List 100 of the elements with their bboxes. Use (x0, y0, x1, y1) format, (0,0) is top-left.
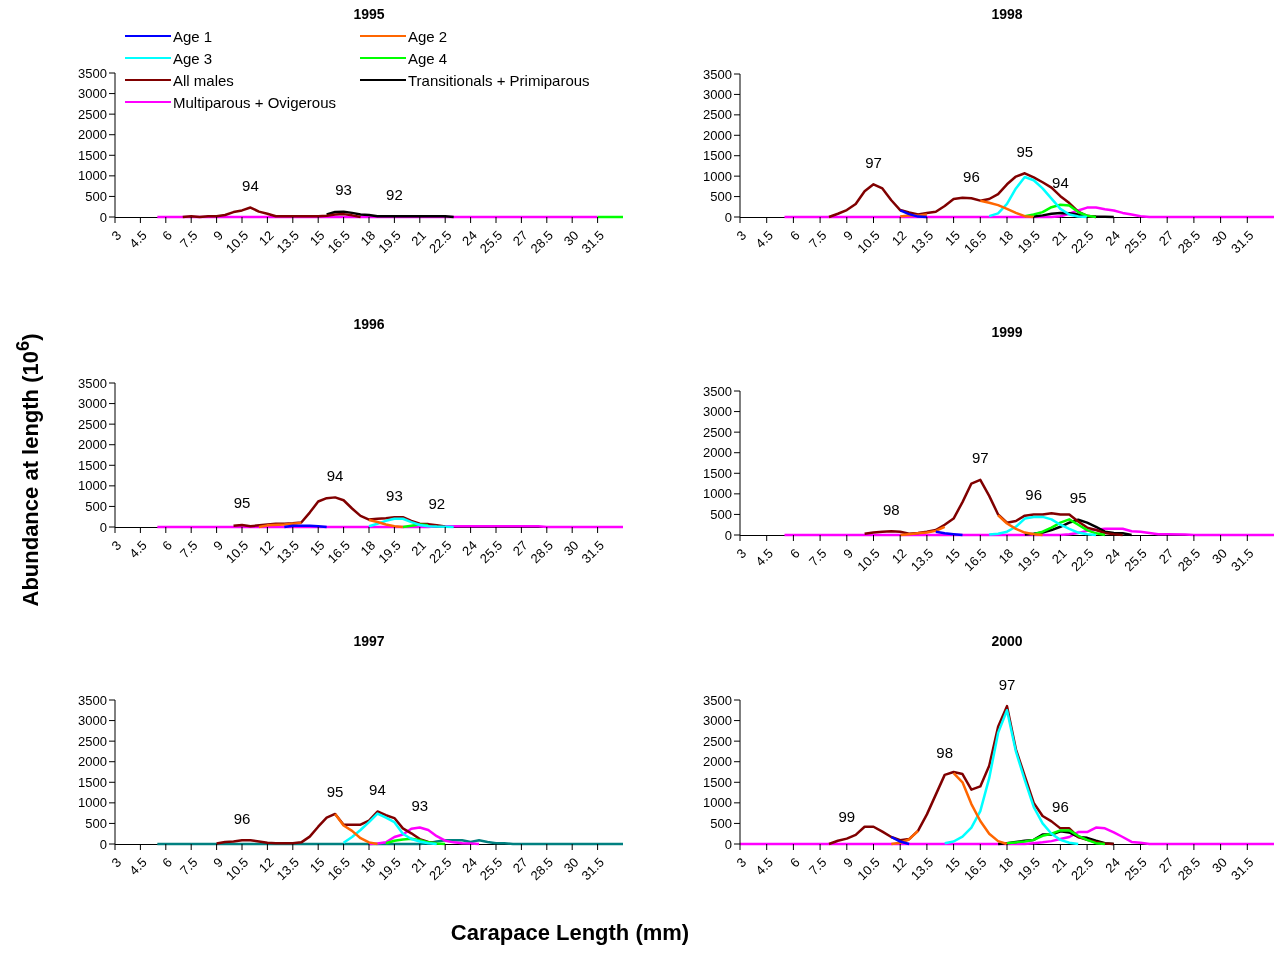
y-tick-label: 1000 (703, 168, 732, 184)
y-tick-label: 1500 (703, 465, 732, 481)
annotation: 92 (428, 494, 446, 512)
y-tick-label: 500 (710, 507, 732, 523)
y-tick-label: 500 (710, 189, 732, 205)
y-tick-label: 3500 (703, 692, 732, 708)
y-tick-label: 0 (99, 836, 107, 852)
x-tick-label: 15 (942, 227, 963, 249)
chart-title: 2000 (990, 633, 1024, 649)
y-tick-label: 3000 (703, 87, 732, 103)
x-tick-label: 4.5 (126, 227, 150, 252)
annotation: 94 (369, 781, 386, 798)
y-tick-label: 1500 (78, 457, 107, 473)
x-tick-label: 21 (1048, 854, 1070, 876)
y-tick-label: 500 (85, 499, 107, 515)
y-tick-label: 1500 (703, 148, 732, 164)
x-tick-label: 30 (1209, 545, 1230, 567)
y-tick-label: 2000 (78, 754, 107, 770)
y-tick-label: 2500 (78, 416, 107, 432)
annotation: 92 (386, 185, 403, 203)
x-tick-label: 24 (1102, 545, 1124, 567)
x-tick-label: 27 (509, 854, 531, 876)
y-tick-label: 3500 (703, 383, 732, 399)
annotation: 97 (971, 449, 989, 467)
x-tick-label: 18 (357, 537, 379, 559)
y-tick-label: 3000 (78, 713, 107, 729)
x-tick-label: 30 (1209, 227, 1230, 249)
x-tick-label: 18 (357, 227, 379, 249)
x-tick-label: 24 (1102, 854, 1124, 876)
x-tick-label: 3 (108, 537, 125, 554)
x-tick-label: 7.5 (806, 227, 830, 252)
x-tick-label: 9 (840, 227, 857, 244)
x-tick-label: 4.5 (126, 854, 150, 879)
x-tick-label: 6 (159, 854, 176, 871)
x-tick-label: 6 (786, 227, 803, 244)
x-tick-label: 3 (108, 854, 125, 871)
annotation: 93 (411, 797, 429, 815)
x-tick-label: 30 (560, 537, 582, 559)
legend-label: Age 1 (173, 27, 213, 45)
x-tick-label: 7.5 (177, 537, 201, 562)
x-tick-label: 3 (108, 227, 125, 244)
x-tick-label: 12 (888, 854, 910, 876)
y-tick-label: 1000 (78, 168, 107, 184)
x-tick-label: 4.5 (752, 545, 776, 570)
y-tick-label: 1000 (703, 486, 732, 502)
x-tick-label: 27 (1155, 227, 1177, 249)
annotation: 98 (936, 744, 954, 762)
y-tick-label: 1500 (703, 774, 732, 790)
annotation: 93 (386, 486, 403, 504)
legend-label: Multiparous + Ovigerous (173, 93, 336, 111)
y-tick-label: 2500 (78, 106, 107, 122)
x-tick-label: 24 (459, 854, 480, 876)
y-tick-label: 2000 (703, 127, 732, 143)
annotation: 96 (963, 167, 980, 185)
annotation: 95 (1016, 142, 1034, 160)
y-tick-label: 2000 (703, 445, 732, 461)
x-tick-label: 4.5 (126, 537, 150, 562)
annotation: 94 (326, 466, 344, 484)
y-tick-label: 3500 (78, 375, 107, 391)
y-tick-label: 3000 (78, 396, 107, 412)
y-tick-label: 0 (724, 209, 732, 225)
x-tick-label: 21 (408, 854, 430, 876)
x-tick-label: 24 (459, 537, 480, 559)
y-tick-label: 3500 (703, 66, 732, 82)
chart-title: 1995 (352, 6, 386, 22)
y-tick-label: 3000 (78, 86, 107, 102)
x-tick-label: 30 (560, 227, 582, 249)
annotation: 94 (1052, 174, 1069, 192)
annotation: 96 (1025, 486, 1043, 504)
x-tick-label: 12 (888, 545, 910, 567)
annotation: 95 (233, 494, 251, 512)
y-tick-label: 0 (99, 209, 107, 225)
legend-label: Age 2 (408, 27, 448, 45)
y-tick-label: 2500 (78, 733, 107, 749)
x-tick-label: 6 (786, 854, 803, 871)
legend-label: Age 4 (408, 49, 448, 67)
x-tick-label: 27 (509, 537, 531, 559)
annotation: 99 (838, 808, 856, 826)
x-tick-label: 3 (733, 854, 750, 871)
y-tick-label: 1000 (703, 795, 732, 811)
x-tick-label: 9 (840, 854, 857, 871)
x-tick-label: 3 (733, 545, 750, 562)
y-tick-label: 1500 (78, 147, 107, 163)
y-tick-label: 2500 (703, 424, 732, 440)
chart-title: 1998 (990, 6, 1024, 22)
x-tick-label: 12 (255, 537, 277, 559)
x-axis-title: Carapace Length (mm) (449, 920, 691, 946)
x-tick-label: 4.5 (752, 227, 776, 252)
x-tick-label: 18 (995, 854, 1017, 876)
x-tick-label: 15 (942, 545, 963, 567)
x-tick-label: 15 (942, 854, 963, 876)
y-tick-label: 500 (85, 189, 107, 205)
x-tick-label: 15 (306, 227, 328, 249)
y-tick-label: 1500 (78, 774, 107, 790)
x-tick-label: 9 (840, 545, 857, 562)
annotation: 95 (1069, 489, 1087, 507)
x-tick-label: 6 (786, 545, 803, 562)
x-tick-label: 3 (733, 227, 750, 244)
x-tick-label: 6 (159, 537, 176, 554)
x-tick-label: 27 (509, 227, 531, 249)
